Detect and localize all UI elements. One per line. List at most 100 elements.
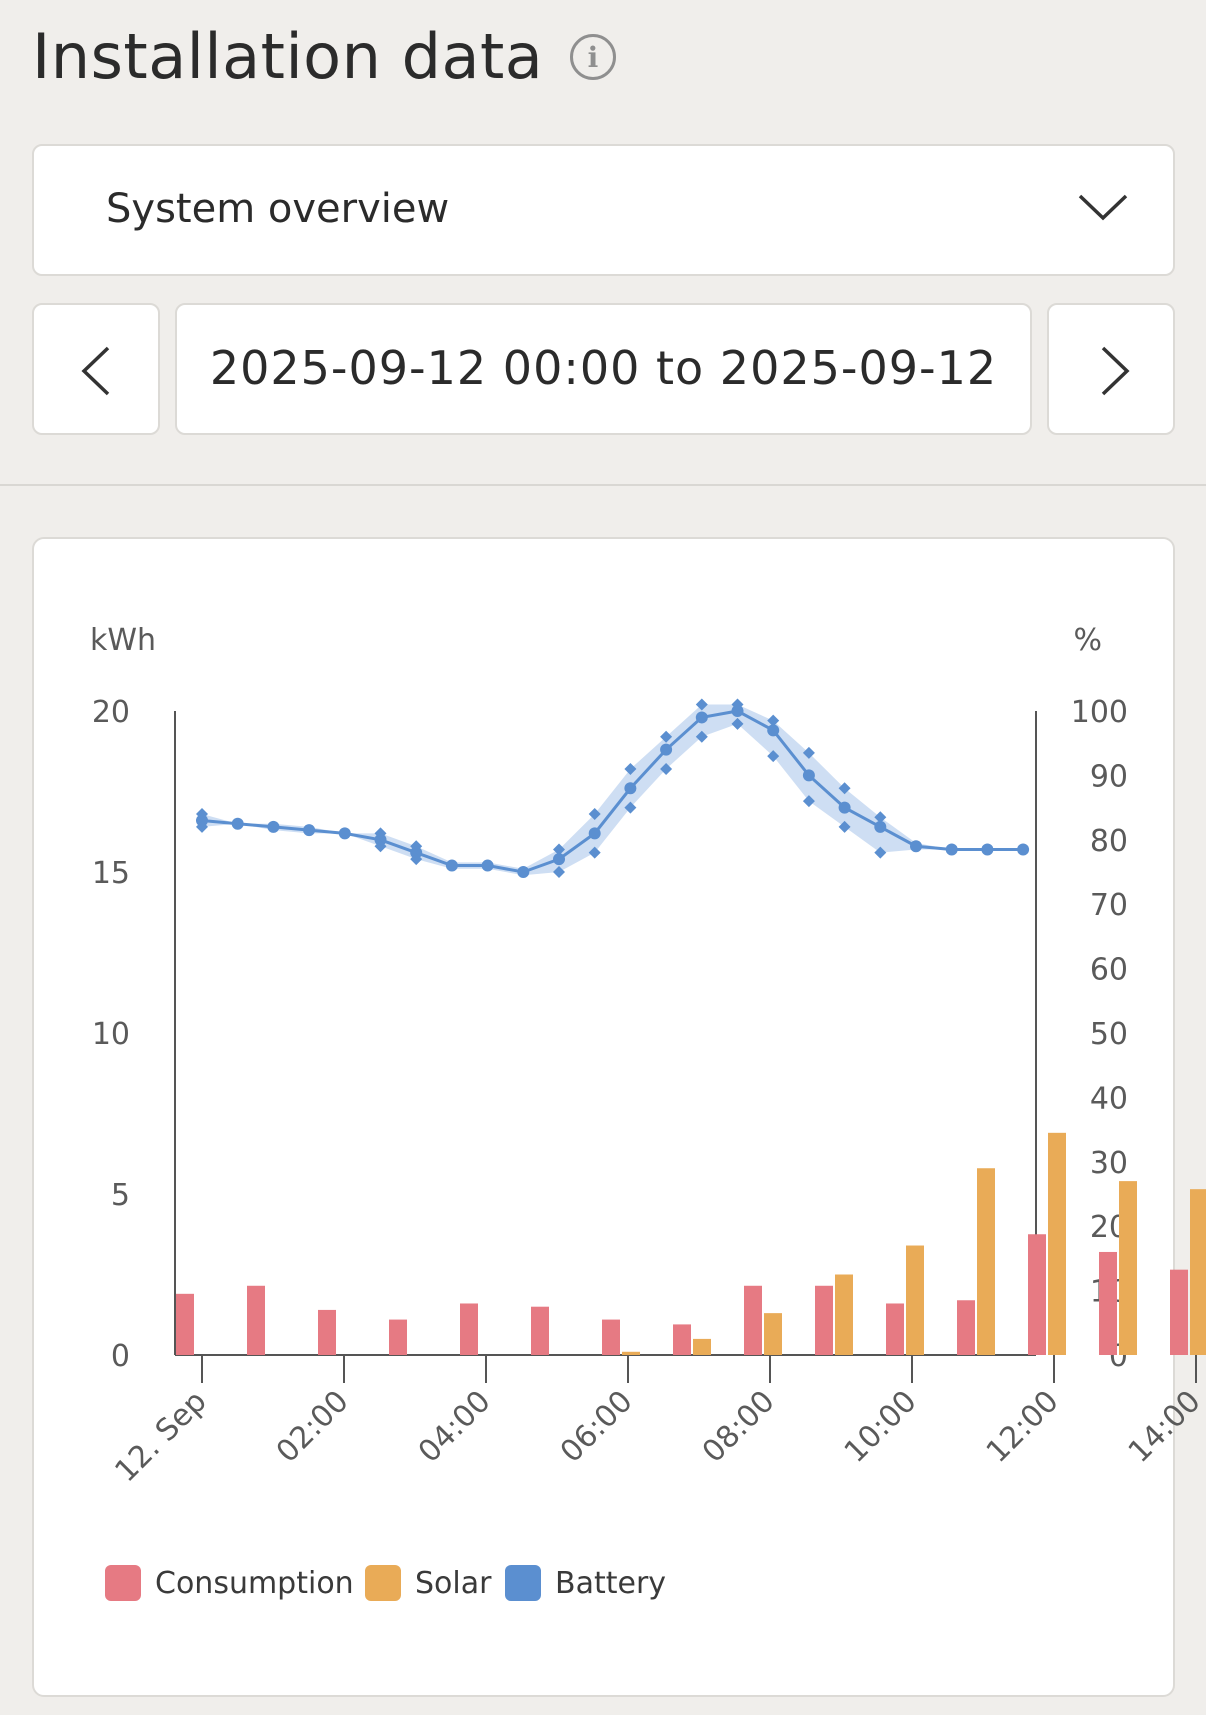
- solar-bar: [1119, 1181, 1137, 1355]
- battery-min-marker: [374, 840, 387, 853]
- battery-min-marker: [196, 820, 208, 833]
- consumption-bar: [247, 1285, 265, 1355]
- battery-max-marker: [838, 782, 851, 795]
- x-axis-tick-label: 12. Sep: [108, 1384, 213, 1489]
- x-axis-tick-label: 14:00: [1122, 1384, 1206, 1470]
- battery-min-marker: [553, 866, 565, 878]
- legend-swatch-solar: [365, 1565, 401, 1601]
- right-axis-tick: 80: [1090, 824, 1128, 859]
- next-period-button[interactable]: [1047, 303, 1175, 435]
- right-axis-tick: 50: [1090, 1017, 1128, 1052]
- battery-point: [874, 820, 887, 833]
- info-icon[interactable]: i: [570, 34, 616, 80]
- consumption-bar: [602, 1319, 620, 1355]
- battery-max-marker: [196, 808, 208, 821]
- legend-label: Battery: [555, 1565, 667, 1601]
- consumption-bar: [886, 1303, 904, 1355]
- right-axis-tick: 90: [1090, 759, 1128, 794]
- solar-bar: [977, 1168, 995, 1355]
- consumption-bar: [318, 1309, 336, 1355]
- battery-point: [445, 859, 458, 872]
- battery-max-marker: [802, 746, 815, 759]
- solar-bar: [1048, 1132, 1066, 1355]
- battery-point: [767, 724, 780, 737]
- battery-point: [624, 782, 637, 795]
- battery-min-marker: [695, 730, 708, 743]
- battery-max-marker: [660, 730, 673, 743]
- right-axis-tick: 30: [1090, 1146, 1128, 1181]
- solar-bar: [622, 1351, 640, 1355]
- right-axis-unit: %: [1073, 623, 1102, 658]
- view-select-value: System overview: [106, 186, 450, 232]
- right-axis-tick: 70: [1090, 888, 1128, 923]
- battery-max-marker: [767, 714, 780, 727]
- legend-item-battery[interactable]: Battery: [505, 1565, 666, 1601]
- chevron-right-icon: [1101, 346, 1130, 396]
- battery-point: [374, 833, 387, 846]
- battery-point: [660, 743, 673, 756]
- x-axis-tick-label: 08:00: [696, 1384, 782, 1470]
- battery-point: [303, 824, 316, 837]
- consumption-bar: [744, 1285, 762, 1355]
- x-axis-tick-label: 10:00: [838, 1384, 924, 1470]
- right-axis-tick: 60: [1090, 953, 1128, 988]
- consumption-bar: [176, 1293, 194, 1355]
- left-axis-tick: 10: [92, 1017, 130, 1052]
- legend-swatch-battery: [505, 1565, 541, 1601]
- consumption-bar: [815, 1285, 833, 1355]
- battery-point: [695, 711, 708, 724]
- legend-label: Consumption: [155, 1565, 354, 1601]
- battery-point: [802, 769, 815, 782]
- battery-point: [481, 859, 494, 872]
- battery-point: [196, 814, 208, 827]
- battery-max-marker: [731, 698, 744, 711]
- consumption-bar: [1170, 1269, 1188, 1355]
- view-select[interactable]: System overview: [32, 144, 1175, 276]
- battery-min-marker: [802, 795, 815, 808]
- x-axis-tick-label: 02:00: [270, 1384, 356, 1470]
- battery-point: [838, 801, 851, 814]
- left-axis-tick: 5: [111, 1178, 130, 1213]
- battery-point: [517, 866, 530, 878]
- battery-point: [338, 827, 351, 840]
- legend-item-solar[interactable]: Solar: [365, 1565, 491, 1601]
- date-range-picker[interactable]: 2025-09-12 00:00 to 2025-09-12: [175, 303, 1032, 435]
- left-axis-tick: 0: [111, 1339, 130, 1374]
- legend-label: Solar: [415, 1565, 492, 1601]
- previous-period-button[interactable]: [32, 303, 160, 435]
- battery-point: [981, 843, 994, 856]
- left-axis-unit: kWh: [90, 623, 156, 658]
- legend-swatch-consumption: [105, 1565, 141, 1601]
- solar-bar: [906, 1245, 924, 1355]
- date-range-label: 2025-09-12 00:00 to 2025-09-12: [209, 341, 998, 395]
- page-title: Installation data: [32, 20, 544, 93]
- consumption-bar: [673, 1324, 691, 1355]
- solar-bar: [1190, 1189, 1206, 1355]
- consumption-bar: [531, 1306, 549, 1355]
- battery-point: [731, 705, 744, 717]
- left-axis-tick: 20: [92, 695, 130, 730]
- x-axis-tick-label: 06:00: [554, 1384, 640, 1470]
- consumption-bar: [1099, 1251, 1117, 1355]
- battery-max-marker: [624, 762, 637, 775]
- solar-bar: [835, 1274, 853, 1355]
- chevron-left-icon: [81, 346, 110, 396]
- right-axis-tick: 100: [1071, 695, 1128, 730]
- solar-bar: [693, 1338, 711, 1355]
- battery-min-marker: [588, 846, 601, 859]
- legend-item-consumption[interactable]: Consumption: [105, 1565, 354, 1601]
- battery-max-marker: [553, 843, 565, 856]
- solar-bar: [764, 1313, 782, 1355]
- consumption-bar: [957, 1300, 975, 1355]
- battery-min-marker: [767, 750, 780, 763]
- section-divider: [0, 484, 1206, 486]
- battery-range-band: [202, 704, 1024, 876]
- battery-point: [945, 843, 958, 856]
- battery-point: [553, 853, 565, 866]
- consumption-bar: [460, 1303, 478, 1355]
- x-axis-tick-label: 04:00: [412, 1384, 498, 1470]
- battery-point: [1017, 843, 1030, 856]
- battery-min-marker: [410, 853, 423, 866]
- battery-point: [410, 846, 423, 859]
- right-axis-tick: 40: [1090, 1081, 1128, 1116]
